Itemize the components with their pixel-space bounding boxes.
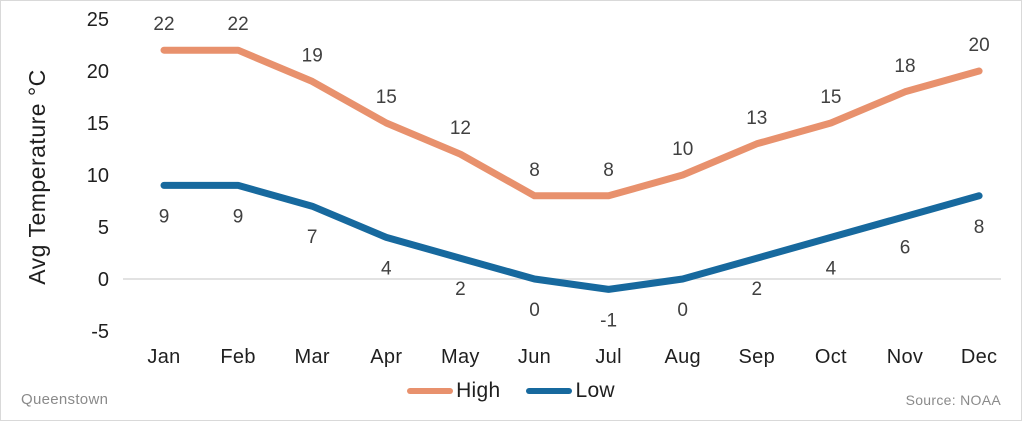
y-tick-label: 10: [87, 165, 109, 187]
data-label-low: 9: [159, 206, 170, 227]
x-tick-label: Oct: [815, 346, 847, 368]
series-line-high: [160, 46, 983, 200]
data-label-high: 8: [529, 160, 540, 181]
y-tick-label: 20: [87, 61, 109, 83]
location-label: Queenstown: [21, 391, 109, 408]
data-label-high: 20: [969, 35, 990, 56]
data-label-high: 15: [820, 87, 841, 108]
data-label-high: 18: [894, 56, 915, 77]
data-label-low: 0: [677, 300, 688, 321]
x-tick-label: Aug: [664, 346, 701, 368]
series-line-low: [160, 181, 983, 293]
data-label-high: 13: [746, 108, 767, 129]
data-label-low: 2: [455, 279, 466, 300]
x-tick-label: Apr: [370, 346, 402, 368]
data-label-low: 7: [307, 227, 318, 248]
data-label-high: 19: [302, 45, 323, 66]
y-tick-label: 0: [98, 269, 109, 291]
source-label: Source: NOAA: [905, 392, 1001, 408]
x-tick-label: Nov: [887, 346, 923, 368]
x-tick-label: Sep: [739, 346, 776, 368]
x-tick-label: Jul: [595, 346, 621, 368]
data-label-low: 9: [233, 206, 244, 227]
y-tick-label: 5: [98, 217, 109, 239]
data-label-high: 22: [153, 14, 174, 35]
data-label-low: 8: [974, 217, 985, 238]
data-label-high: 15: [376, 87, 397, 108]
data-label-high: 10: [672, 139, 693, 160]
x-tick-label: Jan: [147, 346, 180, 368]
data-label-low: 4: [826, 258, 837, 279]
data-label-low: 0: [529, 300, 540, 321]
data-label-low: 6: [900, 238, 911, 259]
data-label-low: 4: [381, 258, 392, 279]
x-tick-label: Feb: [220, 346, 255, 368]
x-tick-label: Dec: [961, 346, 997, 368]
data-label-high: 22: [228, 14, 249, 35]
data-label-low: -1: [600, 310, 617, 331]
x-tick-label: Mar: [295, 346, 330, 368]
y-tick-label: 25: [87, 9, 109, 31]
x-tick-label: Jun: [518, 346, 551, 368]
y-tick-label: -5: [91, 321, 109, 343]
x-tick-label: May: [441, 346, 480, 368]
data-label-high: 8: [603, 160, 614, 181]
y-axis-title: Avg Temperature °C: [24, 69, 50, 285]
data-label-low: 2: [752, 279, 763, 300]
data-label-high: 12: [450, 118, 471, 139]
y-tick-label: 15: [87, 113, 109, 135]
